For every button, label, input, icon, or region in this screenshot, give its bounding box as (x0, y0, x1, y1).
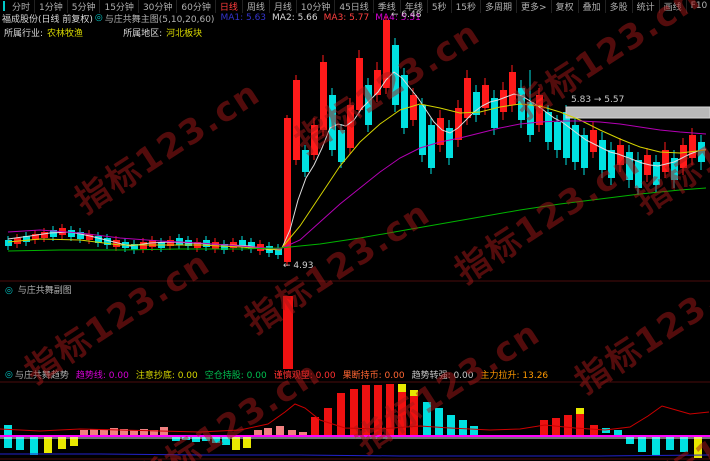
period-tab-1[interactable]: 1分钟 (35, 0, 68, 13)
period-tabs: 分时 1分钟 5分钟 15分钟 30分钟 60分钟 日线 周线 月线 10分钟 45日线 季线 年线 5秒… (8, 0, 552, 13)
pane3-indicator-title[interactable]: 与庄共舞趋势 (14, 371, 69, 381)
info-label-0: 所属行业: (4, 29, 44, 39)
pane3-stat-5: 趋势转强: 0.00 (411, 371, 474, 381)
price-annotation-2: 5.83 → 5.57 (571, 95, 625, 105)
ma-values-group: MA1: 5.63 MA2: 5.66 MA3: 5.77 MA4: 5.51 (214, 13, 420, 23)
period-tab-12[interactable]: 年线 (401, 0, 428, 13)
chart-header: 福成股份(日线 前复权) ◎ 与庄共舞主图(5,10,20,60) MA1: 5… (2, 12, 710, 25)
pane3-stat-3: 谨慎观望: 0.00 (273, 371, 336, 381)
window-icon[interactable] (3, 1, 5, 11)
period-tab-8[interactable]: 月线 (270, 0, 297, 13)
price-annotation-1: ← 4.93 (283, 261, 314, 271)
info-value-0[interactable]: 农林牧渔 (47, 29, 84, 39)
pane3-stat-2: 空仓持股: 0.00 (204, 371, 267, 381)
period-tab-14[interactable]: 15秒 (452, 0, 482, 13)
pane3-toggle-icon[interactable]: ◎ (5, 369, 13, 380)
period-toolbar: 分时 1分钟 5分钟 15分钟 30分钟 60分钟 日线 周线 月线 10分钟 45日线 季线 年线 5秒… (0, 0, 710, 13)
toolbar-button-4[interactable]: 画线 (660, 0, 687, 13)
pane3-stat-6: 主力拉升: 13.26 (480, 371, 549, 381)
period-tab-11[interactable]: 季线 (374, 0, 401, 13)
period-tab-2[interactable]: 5分钟 (68, 0, 101, 13)
toolbar-button-3[interactable]: 统计 (633, 0, 660, 13)
period-tab-5[interactable]: 60分钟 (177, 0, 216, 13)
stock-title: 福成股份(日线 前复权) (2, 14, 93, 25)
ma-value-2: MA3: 5.77 (323, 13, 370, 23)
stock-info-row: 所属行业: 农林牧渔 所属地区: 河北板块 (4, 26, 242, 39)
toolbar-button-2[interactable]: 多股 (606, 0, 633, 13)
period-tab-16[interactable]: 更多> (517, 0, 552, 13)
pane3-stat-1: 注意抄底: 0.00 (135, 371, 198, 381)
indicator-toggle-icon[interactable]: ◎ (94, 13, 103, 23)
info-value-1[interactable]: 河北板块 (166, 29, 203, 39)
ma-value-1: MA2: 5.66 (272, 13, 318, 23)
period-tab-9[interactable]: 10分钟 (297, 0, 336, 13)
toolbar-button-0[interactable]: 复权 (552, 0, 579, 13)
pane2-indicator-title[interactable]: 与庄共舞副图 (17, 286, 72, 296)
toolbar-button-1[interactable]: 叠加 (579, 0, 606, 13)
main-indicator-title[interactable]: 与庄共舞主图(5,10,20,60) (104, 14, 215, 25)
period-tab-0[interactable]: 分时 (8, 0, 36, 13)
ma-value-3: MA4: 5.51 (375, 13, 421, 23)
pane3-stat-0: 趋势线: 0.00 (75, 371, 129, 381)
toolbar-right-group: 复权叠加多股统计画线F10标记+自选 (552, 0, 710, 13)
ma-value-0: MA1: 5.63 (220, 13, 267, 23)
pane3-stats-group: 趋势线: 0.00 注意抄底: 0.00 空仓持股: 0.00 谨慎观望: 0.00 果… (69, 368, 548, 381)
info-label-1: 所属地区: (123, 29, 163, 39)
period-tab-4[interactable]: 30分钟 (139, 0, 178, 13)
price-annotation-0: ← 6.48 (391, 10, 422, 20)
pane3-stat-4: 果断持币: 0.00 (342, 371, 405, 381)
period-tab-3[interactable]: 15分钟 (100, 0, 139, 13)
drawn-rectangle-annotation[interactable] (565, 106, 710, 119)
period-tab-10[interactable]: 45日线 (335, 0, 374, 13)
period-tab-7[interactable]: 周线 (243, 0, 270, 13)
toolbar-button-5[interactable]: F10 (687, 1, 710, 11)
pane2-toggle-icon[interactable]: ◎ (5, 286, 13, 296)
period-tab-15[interactable]: 多周期 (481, 0, 518, 13)
pane3-title: ◎ 与庄共舞趋势 趋势线: 0.00 注意抄底: 0.00 空仓持股: 0.00 谨慎… (3, 368, 548, 382)
pane2-title: ◎ 与庄共舞副图 (3, 283, 72, 296)
period-tab-6[interactable]: 日线 (216, 0, 243, 13)
period-tab-13[interactable]: 5秒 (428, 0, 452, 13)
